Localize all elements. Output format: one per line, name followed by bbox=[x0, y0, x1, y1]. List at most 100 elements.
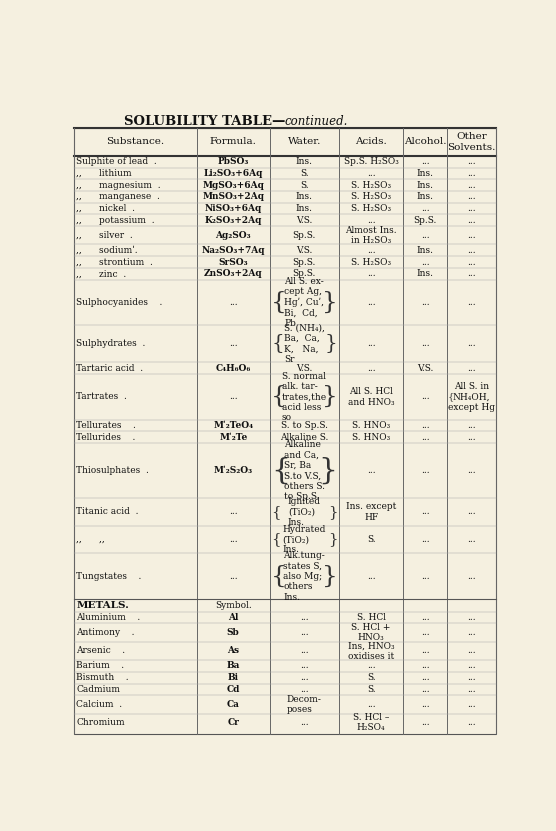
Text: ...: ... bbox=[467, 508, 475, 517]
Text: ...: ... bbox=[300, 613, 309, 622]
Text: Bismuth    .: Bismuth . bbox=[76, 673, 129, 682]
Text: ,,      strontium  .: ,, strontium . bbox=[76, 258, 153, 267]
Text: Almost Ins.
in H₂SO₃: Almost Ins. in H₂SO₃ bbox=[345, 226, 397, 245]
Text: Hydrated
(TiO₂)
Ins.: Hydrated (TiO₂) Ins. bbox=[282, 524, 326, 554]
Text: ...: ... bbox=[421, 685, 429, 694]
Text: Sb: Sb bbox=[227, 628, 240, 637]
Text: S.: S. bbox=[367, 535, 375, 544]
Text: Tellurates    .: Tellurates . bbox=[76, 421, 136, 430]
Text: Bi: Bi bbox=[228, 673, 239, 682]
Text: Titanic acid  .: Titanic acid . bbox=[76, 508, 139, 517]
Text: ,,      silver  .: ,, silver . bbox=[76, 231, 133, 240]
Text: ...: ... bbox=[367, 339, 375, 348]
Text: Formula.: Formula. bbox=[210, 137, 257, 146]
Text: {: { bbox=[271, 386, 287, 408]
Text: S. to Sp.S.: S. to Sp.S. bbox=[281, 421, 328, 430]
Text: Thiosulphates  .: Thiosulphates . bbox=[76, 466, 149, 475]
Text: Ins.: Ins. bbox=[416, 169, 434, 178]
Text: PbSO₃: PbSO₃ bbox=[217, 157, 249, 166]
Text: ...: ... bbox=[467, 298, 475, 307]
Text: S. H₂SO₃: S. H₂SO₃ bbox=[351, 193, 391, 201]
Text: ...: ... bbox=[421, 647, 429, 656]
Text: Ins.: Ins. bbox=[296, 204, 313, 213]
Text: All S. in
NH₄OH,
except Hg: All S. in NH₄OH, except Hg bbox=[448, 382, 495, 411]
Text: ...: ... bbox=[467, 613, 475, 622]
Text: {: { bbox=[271, 291, 287, 314]
Text: Other
Solvents.: Other Solvents. bbox=[447, 132, 495, 151]
Text: Ins. except
HF: Ins. except HF bbox=[346, 502, 396, 522]
Text: ZnSO₃+2Aq: ZnSO₃+2Aq bbox=[204, 269, 262, 278]
Text: }: } bbox=[319, 457, 337, 484]
Text: ...: ... bbox=[367, 169, 375, 178]
Text: Chromium: Chromium bbox=[76, 718, 125, 727]
Text: ...: ... bbox=[421, 572, 429, 581]
Text: }: } bbox=[322, 291, 337, 314]
Text: Ba: Ba bbox=[226, 661, 240, 671]
Text: ...: ... bbox=[421, 157, 429, 166]
Text: ...: ... bbox=[467, 363, 475, 372]
Text: ...: ... bbox=[300, 685, 309, 694]
Text: ...: ... bbox=[367, 363, 375, 372]
Text: Alk.tung-
states S,
also Mg;
others
Ins.: Alk.tung- states S, also Mg; others Ins. bbox=[284, 551, 325, 602]
Text: }: } bbox=[322, 386, 337, 408]
Text: ...: ... bbox=[467, 535, 475, 544]
Text: ...: ... bbox=[421, 508, 429, 517]
Text: S. HCl: S. HCl bbox=[356, 613, 386, 622]
Text: Alcohol.: Alcohol. bbox=[404, 137, 446, 146]
Text: Ins.: Ins. bbox=[416, 180, 434, 189]
Text: ...: ... bbox=[229, 339, 237, 348]
Text: Aluminium    .: Aluminium . bbox=[76, 613, 141, 622]
Text: ...: ... bbox=[367, 298, 375, 307]
Text: ,,      sodiumʹ.: ,, sodiumʹ. bbox=[76, 246, 138, 255]
Text: ...: ... bbox=[300, 628, 309, 637]
Text: ...: ... bbox=[467, 204, 475, 213]
Text: ...: ... bbox=[421, 466, 429, 475]
Text: ...: ... bbox=[467, 269, 475, 278]
Text: Symbol.: Symbol. bbox=[215, 601, 252, 610]
Text: ...: ... bbox=[467, 685, 475, 694]
Text: SOLUBILITY TABLE—: SOLUBILITY TABLE— bbox=[123, 115, 285, 128]
Text: ...: ... bbox=[467, 572, 475, 581]
Text: ...: ... bbox=[421, 673, 429, 682]
Text: ...: ... bbox=[467, 216, 475, 225]
Text: ...: ... bbox=[467, 628, 475, 637]
Text: ,,      manganese  .: ,, manganese . bbox=[76, 193, 160, 201]
Text: Ins.: Ins. bbox=[416, 269, 434, 278]
Text: ...: ... bbox=[229, 298, 237, 307]
Text: NiSO₃+6Aq: NiSO₃+6Aq bbox=[205, 204, 262, 213]
Text: Mʹ₂S₂O₃: Mʹ₂S₂O₃ bbox=[214, 466, 253, 475]
Text: ...: ... bbox=[229, 572, 237, 581]
Text: {: { bbox=[271, 533, 281, 547]
Text: ...: ... bbox=[467, 180, 475, 189]
Text: S.: S. bbox=[367, 673, 375, 682]
Text: Sp.S.: Sp.S. bbox=[292, 258, 316, 267]
Text: ...: ... bbox=[467, 718, 475, 727]
Text: ...: ... bbox=[421, 421, 429, 430]
Text: ...: ... bbox=[467, 466, 475, 475]
Text: As: As bbox=[227, 647, 239, 656]
Text: ...: ... bbox=[467, 258, 475, 267]
Text: S.: S. bbox=[300, 169, 309, 178]
Text: ...: ... bbox=[467, 433, 475, 442]
Text: S. HCl –
H₂SO₄: S. HCl – H₂SO₄ bbox=[353, 713, 389, 732]
Text: ...: ... bbox=[467, 193, 475, 201]
Text: ...: ... bbox=[421, 613, 429, 622]
Text: ...: ... bbox=[300, 661, 309, 671]
Text: Water.: Water. bbox=[287, 137, 321, 146]
Text: ...: ... bbox=[467, 700, 475, 709]
Text: Alkaline
and Ca,
Sr, Ba
S.to V.S,
others S.
to Sp.S.: Alkaline and Ca, Sr, Ba S.to V.S, others… bbox=[284, 440, 325, 501]
Text: V.S.: V.S. bbox=[296, 246, 312, 255]
Text: All S. HCl
and HNO₃: All S. HCl and HNO₃ bbox=[348, 387, 394, 406]
Text: S. (NH₄),
Ba,  Ca,
K,   Na,
Sr: S. (NH₄), Ba, Ca, K, Na, Sr bbox=[284, 324, 325, 364]
Text: }: } bbox=[328, 505, 337, 519]
Text: Cr: Cr bbox=[227, 718, 239, 727]
Text: Tartaric acid  .: Tartaric acid . bbox=[76, 363, 143, 372]
Text: {: { bbox=[448, 392, 454, 401]
Text: Sulphocyanides    .: Sulphocyanides . bbox=[76, 298, 163, 307]
Text: ...: ... bbox=[367, 700, 375, 709]
Text: S. H₂SO₃: S. H₂SO₃ bbox=[351, 204, 391, 213]
Text: ...: ... bbox=[367, 661, 375, 671]
Text: S.: S. bbox=[300, 180, 309, 189]
Text: Mʹ₂Te: Mʹ₂Te bbox=[219, 433, 247, 442]
Text: Ins.: Ins. bbox=[416, 246, 434, 255]
